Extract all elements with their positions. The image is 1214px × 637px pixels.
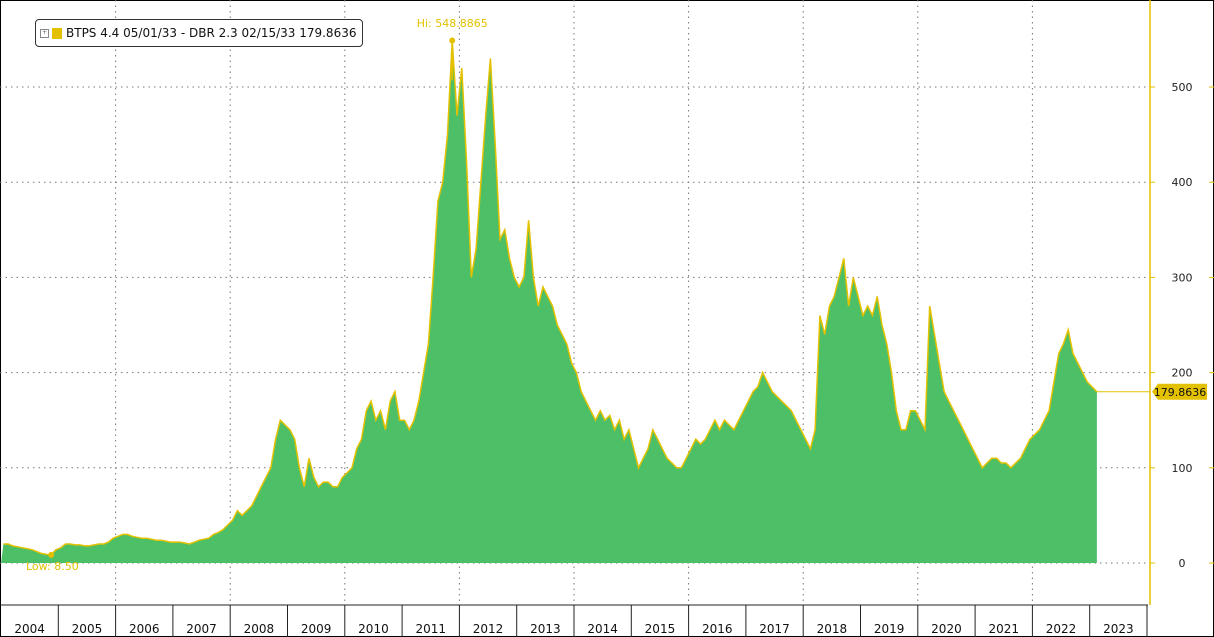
x-tick-label: 2009 bbox=[301, 622, 332, 636]
y-tick-label: 400 bbox=[1172, 176, 1193, 189]
x-tick-label: 2020 bbox=[931, 622, 962, 636]
x-tick-label: 2022 bbox=[1046, 622, 1077, 636]
x-tick-label: 2004 bbox=[14, 622, 45, 636]
low-label: Low: 8.50 bbox=[26, 560, 79, 573]
x-tick-label: 2016 bbox=[702, 622, 733, 636]
x-tick-label: 2018 bbox=[817, 622, 848, 636]
legend-expand-icon[interactable]: + bbox=[40, 28, 49, 38]
last-value-tag bbox=[1152, 383, 1207, 400]
x-tick-label: 2015 bbox=[645, 622, 676, 636]
x-tick-label: 2021 bbox=[988, 622, 1019, 636]
last-value-label: 179.8636 bbox=[1154, 386, 1207, 399]
series-area bbox=[1, 40, 1097, 563]
x-tick-label: 2010 bbox=[358, 622, 389, 636]
low-marker bbox=[48, 551, 55, 558]
x-tick-label: 2013 bbox=[530, 622, 561, 636]
hi-marker bbox=[449, 37, 456, 44]
hi-label: Hi: 548.8865 bbox=[417, 17, 488, 30]
y-tick-label: 300 bbox=[1172, 271, 1193, 284]
x-tick-label: 2006 bbox=[129, 622, 160, 636]
x-tick-label: 2017 bbox=[759, 622, 790, 636]
x-tick-label: 2008 bbox=[244, 622, 275, 636]
x-tick-label: 2007 bbox=[186, 622, 217, 636]
x-tick-label: 2019 bbox=[874, 622, 905, 636]
y-tick-label: 100 bbox=[1172, 462, 1193, 475]
y-tick-label: 0 bbox=[1179, 557, 1186, 570]
legend-label: BTPS 4.4 05/01/33 - DBR 2.3 02/15/33 179… bbox=[66, 26, 357, 40]
x-tick-label: 2011 bbox=[415, 622, 446, 636]
x-tick-label: 2012 bbox=[473, 622, 504, 636]
x-tick-label: 2023 bbox=[1103, 622, 1134, 636]
legend[interactable]: + BTPS 4.4 05/01/33 - DBR 2.3 02/15/33 1… bbox=[35, 19, 364, 47]
series-line bbox=[3, 40, 1098, 556]
x-tick-label: 2005 bbox=[72, 622, 103, 636]
y-tick-label: 200 bbox=[1172, 367, 1193, 380]
x-tick-label: 2014 bbox=[587, 622, 618, 636]
legend-swatch bbox=[52, 27, 62, 39]
y-tick-label: 500 bbox=[1172, 81, 1193, 94]
